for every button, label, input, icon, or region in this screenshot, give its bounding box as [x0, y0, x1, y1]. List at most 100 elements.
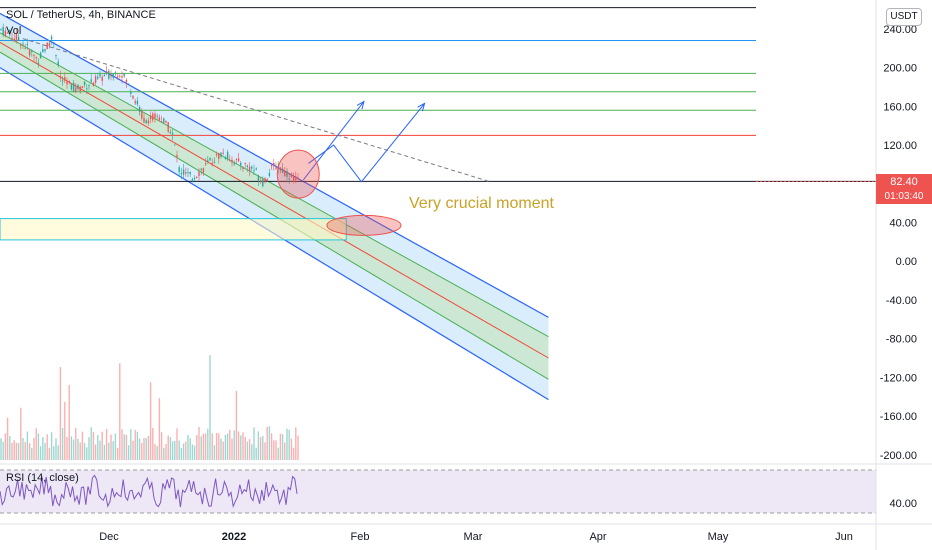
candle-body: [99, 74, 101, 77]
volume-bar: [266, 426, 268, 460]
candle-body: [196, 176, 198, 178]
candle-body: [167, 122, 169, 132]
candle-body: [255, 168, 257, 170]
candle-body: [242, 167, 244, 169]
candle-body: [220, 152, 222, 157]
volume-bar: [191, 444, 194, 460]
candle-body: [44, 49, 46, 52]
volume-bar: [288, 429, 290, 460]
candle-body: [59, 76, 62, 78]
volume-bar: [229, 429, 231, 460]
y-tick-label: 0.00: [896, 256, 917, 268]
candle-body: [180, 173, 183, 175]
volume-bar: [64, 401, 66, 460]
volume-bar: [147, 435, 150, 460]
candle-body: [152, 113, 154, 121]
volume-bar: [108, 442, 110, 460]
volume-bar: [121, 429, 123, 460]
volume-bar: [273, 440, 275, 460]
volume-bar: [20, 407, 22, 460]
volume-bar: [251, 444, 253, 460]
volume-bar: [114, 433, 117, 460]
candle-body: [222, 152, 224, 154]
candle-body: [48, 43, 51, 47]
candle-body: [125, 79, 128, 83]
symbol-title: SOL / TetherUS, 4h, BINANCE: [6, 9, 156, 21]
volume-bar: [116, 447, 119, 460]
x-tick-label: May: [708, 531, 729, 543]
volume-bar: [77, 438, 79, 460]
candle-body: [176, 155, 178, 157]
volume-bar: [127, 445, 130, 460]
candle-body: [187, 172, 189, 174]
channel-inner-upper-line: [0, 32, 549, 338]
candle-body: [15, 34, 18, 41]
projection-arrow: [302, 101, 365, 181]
candle-body: [275, 167, 277, 169]
x-tick-label: Dec: [99, 531, 119, 543]
volume-bar: [55, 438, 57, 460]
candle-body: [136, 100, 139, 105]
y-tick-label: 240.00: [883, 24, 917, 36]
candle-body: [198, 171, 200, 176]
volume-bar: [4, 433, 7, 460]
candle-body: [101, 76, 103, 82]
candle-body: [189, 172, 191, 175]
candle-body: [284, 170, 286, 177]
volume-bar: [119, 363, 121, 460]
volume-bar: [145, 438, 147, 460]
volume-bar: [143, 438, 145, 460]
candle-body: [61, 80, 64, 82]
candle-body: [218, 153, 220, 159]
candle-body: [55, 54, 57, 57]
volume-label: Vol: [6, 25, 22, 37]
volume-bar: [130, 429, 132, 460]
volume-bar: [248, 439, 251, 460]
candle-body: [191, 179, 194, 182]
volume-bar: [44, 442, 46, 460]
volume-bar: [189, 438, 191, 460]
candle-body: [17, 37, 20, 41]
candle-body: [72, 83, 75, 93]
candle-body: [94, 76, 97, 83]
y-tick-label: -120.00: [880, 372, 917, 384]
volume-bar: [275, 440, 277, 460]
candle-body: [26, 43, 29, 45]
volume-pane: [0, 355, 299, 460]
candle-body: [79, 86, 81, 92]
volume-bar: [90, 427, 92, 460]
volume-bar: [35, 428, 37, 460]
candle-body: [6, 32, 9, 34]
volume-bar: [270, 433, 273, 460]
y-tick-label: -40.00: [886, 295, 917, 307]
candle-body: [253, 170, 255, 172]
volume-bar: [204, 433, 207, 460]
volume-bar: [222, 441, 224, 460]
volume-bar: [290, 438, 293, 460]
y-tick-label: 40.00: [889, 217, 917, 229]
candle-body: [154, 113, 156, 118]
candle-body: [288, 178, 290, 180]
candle-body: [66, 81, 68, 85]
volume-bar: [134, 430, 136, 460]
y-tick-label: -200.00: [880, 450, 917, 462]
candle-body: [22, 43, 24, 45]
candle-body: [268, 173, 271, 176]
volume-bar: [11, 442, 13, 460]
volume-bar: [193, 445, 196, 460]
volume-bar: [226, 433, 229, 460]
candle-body: [281, 168, 284, 173]
volume-bar: [22, 438, 24, 460]
volume-bar: [75, 428, 77, 460]
volume-bar: [253, 427, 255, 460]
y-tick-label: -80.00: [886, 334, 917, 346]
rsi-tick-label: 40.00: [889, 498, 917, 510]
volume-bar: [138, 438, 141, 460]
candle-body: [273, 163, 275, 165]
volume-bar: [103, 444, 106, 460]
currency-button[interactable]: USDT: [886, 8, 922, 26]
volume-bar: [101, 431, 103, 460]
candle-body: [231, 159, 233, 163]
highlight-circle: [276, 149, 320, 199]
candle-body: [90, 79, 92, 82]
